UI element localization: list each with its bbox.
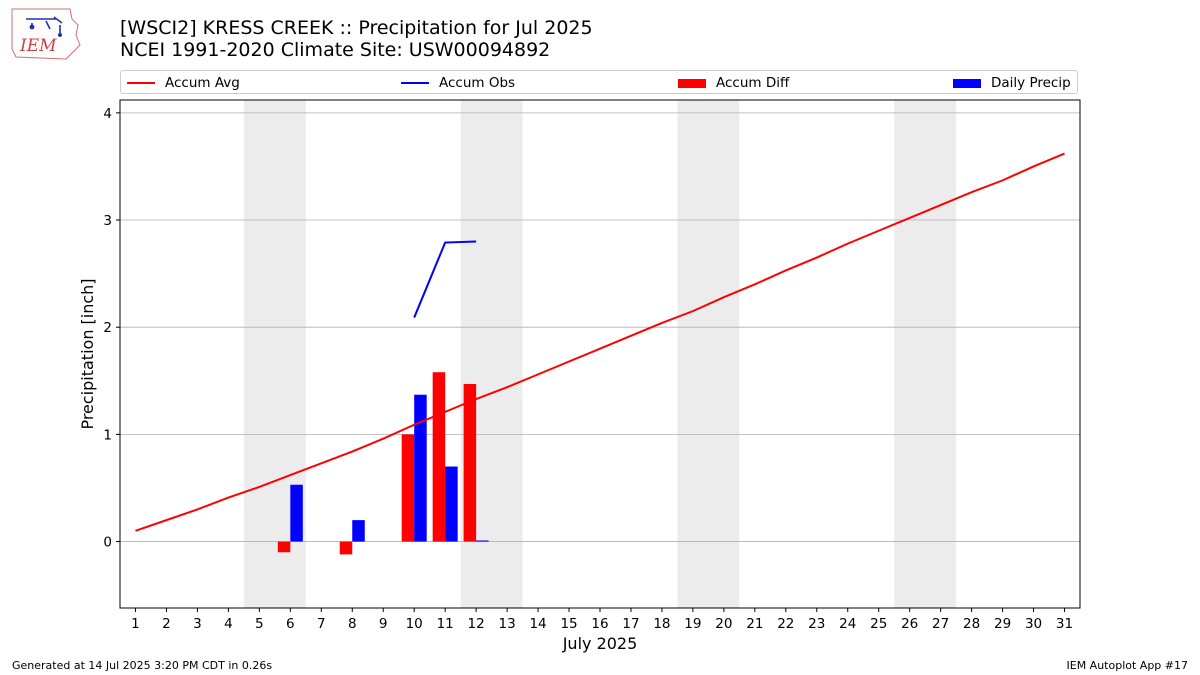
legend-label-accum-diff: Accum Diff [716, 75, 790, 91]
xtick-label-18: 18 [653, 616, 670, 632]
weekend-shade-2 [677, 100, 740, 608]
legend-item-accum-avg: Accum Avg [127, 74, 240, 92]
xtick-label-14: 14 [529, 616, 546, 632]
legend-item-daily-precip: Daily Precip [953, 74, 1071, 92]
daily-precip-bar-day-12 [476, 540, 489, 542]
legend-swatch-accum-diff [678, 78, 706, 88]
legend-label-accum-obs: Accum Obs [439, 75, 516, 91]
xtick-label-3: 3 [193, 616, 202, 632]
xtick-label-19: 19 [684, 616, 701, 632]
accum-obs-line [413, 240, 477, 318]
accum-diff-bar-day-11 [432, 372, 446, 542]
xtick-label-17: 17 [622, 616, 639, 632]
logo-text: IEM [19, 36, 57, 56]
xtick-label-28: 28 [963, 616, 980, 632]
legend-label-accum-avg: Accum Avg [165, 75, 240, 91]
xtick-label-13: 13 [499, 616, 516, 632]
app-id-label: IEM Autoplot App #17 [1066, 659, 1189, 672]
legend-label-daily-precip: Daily Precip [991, 75, 1071, 91]
xtick-label-12: 12 [468, 616, 485, 632]
xtick-label-29: 29 [994, 616, 1011, 632]
daily-precip-bar-day-6 [290, 484, 303, 542]
ytick-label-2: 2 [103, 320, 112, 336]
generated-timestamp: Generated at 14 Jul 2025 3:20 PM CDT in … [12, 659, 273, 672]
xtick-label-30: 30 [1025, 616, 1042, 632]
legend-swatch-accum-avg [127, 82, 155, 84]
accum-diff-bar-day-10 [401, 434, 415, 542]
ytick-label-1: 1 [103, 427, 112, 443]
legend-swatch-accum-obs [401, 82, 429, 84]
xtick-label-16: 16 [591, 616, 608, 632]
chart-title: [WSCI2] KRESS CREEK :: Precipitation for… [120, 17, 593, 39]
xtick-label-22: 22 [777, 616, 794, 632]
xtick-label-6: 6 [286, 616, 295, 632]
legend-swatch-daily-precip [953, 78, 981, 88]
xtick-label-5: 5 [255, 616, 264, 632]
xtick-label-1: 1 [131, 616, 140, 632]
xtick-label-11: 11 [437, 616, 454, 632]
accum-avg-line [135, 152, 1065, 532]
chart-legend: Accum Avg Accum Obs Accum Diff Daily Pre… [120, 70, 1078, 94]
daily-precip-bar-day-11 [445, 466, 458, 542]
xtick-label-31: 31 [1056, 616, 1073, 632]
accum-diff-bar-day-6 [277, 541, 291, 553]
xtick-label-26: 26 [901, 616, 918, 632]
legend-item-accum-diff: Accum Diff [678, 74, 789, 92]
xtick-label-15: 15 [560, 616, 577, 632]
xtick-label-2: 2 [162, 616, 171, 632]
daily-precip-bar-day-8 [352, 520, 365, 542]
xtick-label-8: 8 [348, 616, 357, 632]
ytick-label-3: 3 [103, 213, 112, 229]
xtick-label-10: 10 [406, 616, 423, 632]
xtick-label-21: 21 [746, 616, 763, 632]
xtick-label-25: 25 [870, 616, 887, 632]
ytick-label-4: 4 [103, 106, 112, 122]
xtick-label-24: 24 [839, 616, 856, 632]
accum-diff-bar-day-8 [339, 541, 353, 555]
legend-item-accum-obs: Accum Obs [401, 74, 515, 92]
iem-logo: IEM [11, 8, 81, 60]
accum-diff-bar-day-12 [463, 384, 477, 542]
weekend-shade-3 [894, 100, 957, 608]
xtick-label-4: 4 [224, 616, 233, 632]
ytick-label-0: 0 [103, 535, 112, 551]
xtick-label-23: 23 [808, 616, 825, 632]
daily-precip-bar-day-10 [414, 394, 427, 542]
xtick-label-9: 9 [379, 616, 388, 632]
chart-subtitle: NCEI 1991-2020 Climate Site: USW00094892 [120, 39, 551, 61]
xtick-label-7: 7 [317, 616, 326, 632]
y-axis-label: Precipitation [inch] [78, 278, 97, 429]
xtick-label-27: 27 [932, 616, 949, 632]
xtick-label-20: 20 [715, 616, 732, 632]
x-axis-label: July 2025 [562, 634, 638, 653]
